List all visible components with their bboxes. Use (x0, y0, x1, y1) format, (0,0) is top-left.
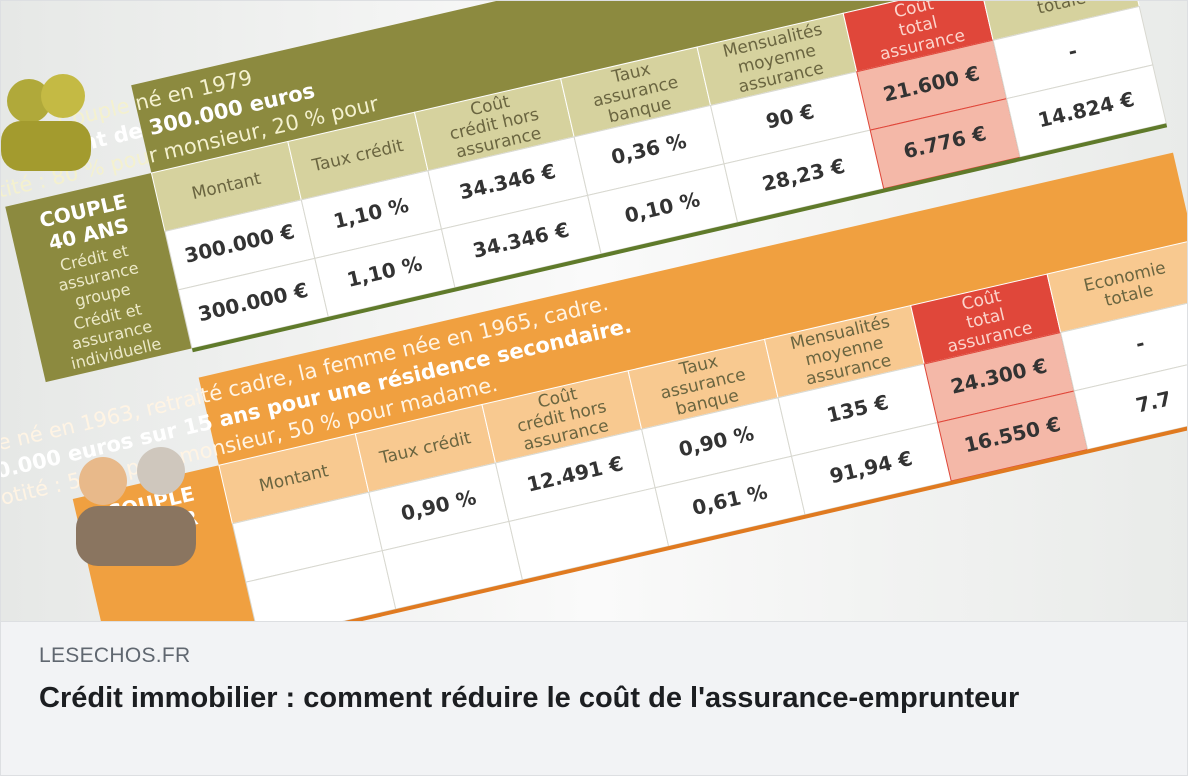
section-band (198, 152, 1187, 466)
people-icons (1, 74, 196, 566)
link-domain: LESECHOS.FR (39, 644, 191, 667)
section-label-cell (5, 172, 192, 383)
link-title: Crédit immobilier : comment réduire le c… (39, 682, 1020, 714)
preview-footer: LESECHOS.FR Crédit immobilier : comment … (1, 621, 1187, 775)
section-rule (191, 123, 1168, 353)
section-band (131, 1, 1126, 173)
section-rule (259, 415, 1187, 621)
